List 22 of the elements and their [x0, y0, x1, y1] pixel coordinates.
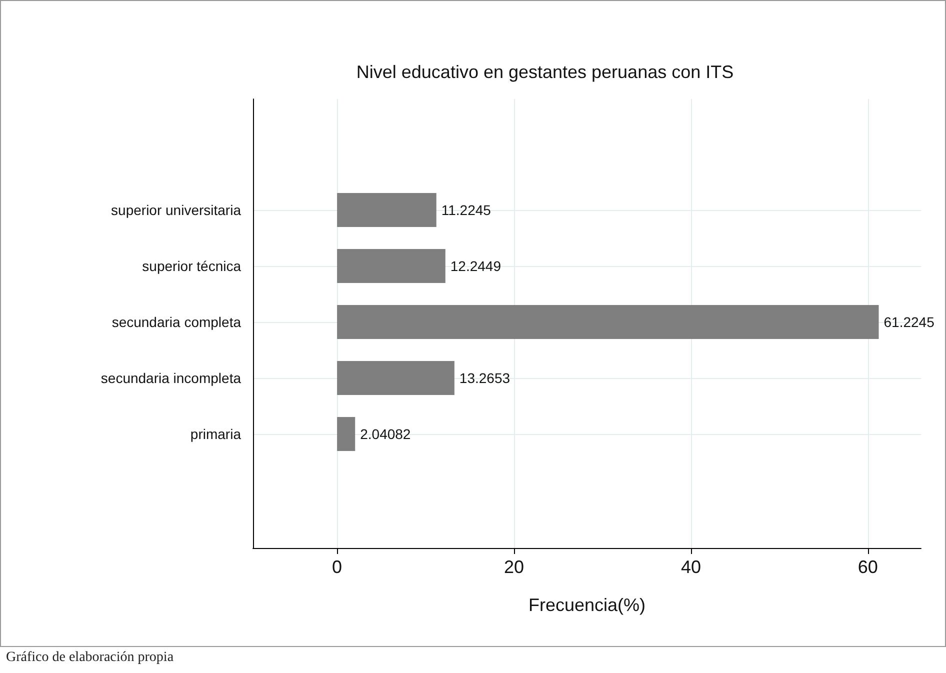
data-label: 13.2653 — [459, 370, 510, 386]
text: Gráfico de elaboración propia — [6, 650, 174, 666]
x-tick-label: 0 — [332, 557, 342, 577]
x-tick-label: 40 — [680, 557, 701, 577]
chart-title: Nivel educativo en gestantes peruanas con ITS — [356, 62, 734, 82]
bar — [337, 361, 454, 395]
bar — [337, 249, 446, 283]
bar — [337, 305, 879, 339]
data-label: 11.2245 — [441, 202, 492, 218]
data-label: 61.2245 — [884, 314, 935, 330]
data-label: 2.04082 — [360, 426, 411, 442]
y-tick-label: secundaria completa — [112, 314, 242, 330]
x-axis-title: Frecuencia(%) — [528, 595, 646, 615]
y-tick-label: primaria — [190, 426, 242, 442]
x-tick-label: 20 — [504, 557, 524, 577]
y-tick-label: superior técnica — [142, 258, 242, 274]
y-tick-label: secundaria incompleta — [100, 370, 242, 386]
x-tick-label: 60 — [858, 557, 878, 577]
data-label: 12.2449 — [450, 258, 502, 274]
bar — [337, 417, 356, 451]
y-tick-label: superior universitaria — [111, 202, 242, 218]
bar — [337, 193, 436, 227]
